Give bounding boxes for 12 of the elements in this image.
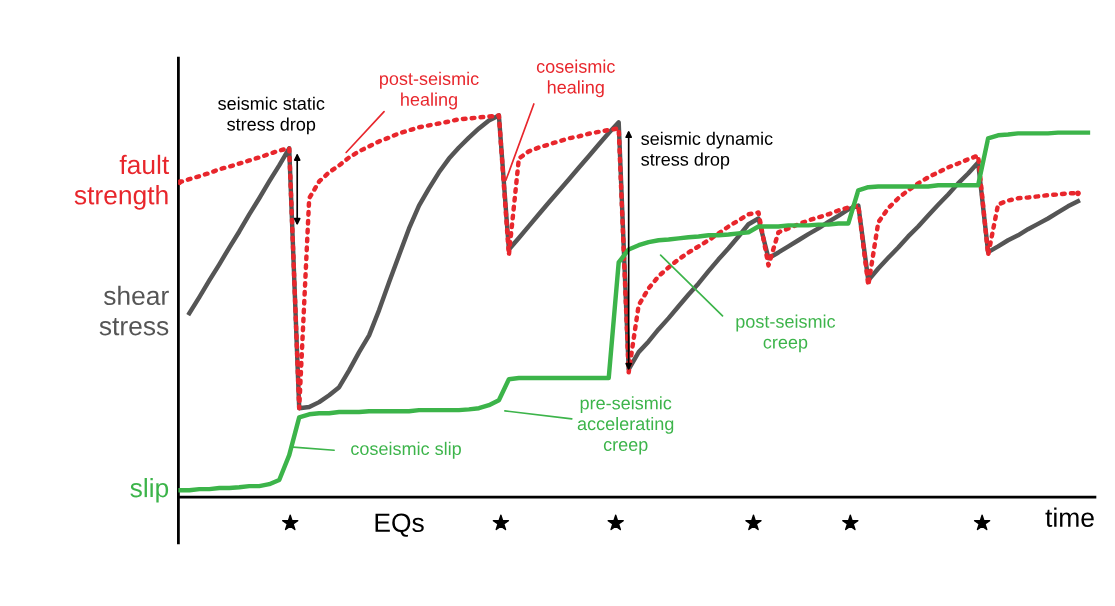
annotation: post-seismic creep bbox=[736, 314, 836, 353]
annotation: coseismic slip bbox=[351, 441, 461, 459]
annotation: seismic static stress drop bbox=[218, 96, 325, 135]
series-label: shear stress bbox=[99, 285, 169, 336]
annotation: pre-seismic accelerating creep bbox=[577, 396, 674, 455]
series-label: fault strength bbox=[74, 154, 170, 210]
text: coseismic healing bbox=[536, 59, 615, 98]
text: post-seismic healing bbox=[380, 71, 479, 110]
text: EQs bbox=[375, 513, 424, 537]
x-axis-title: time bbox=[1045, 507, 1094, 527]
annotation: seismic dynamic stress drop bbox=[641, 131, 773, 170]
series-label: slip bbox=[130, 478, 169, 503]
